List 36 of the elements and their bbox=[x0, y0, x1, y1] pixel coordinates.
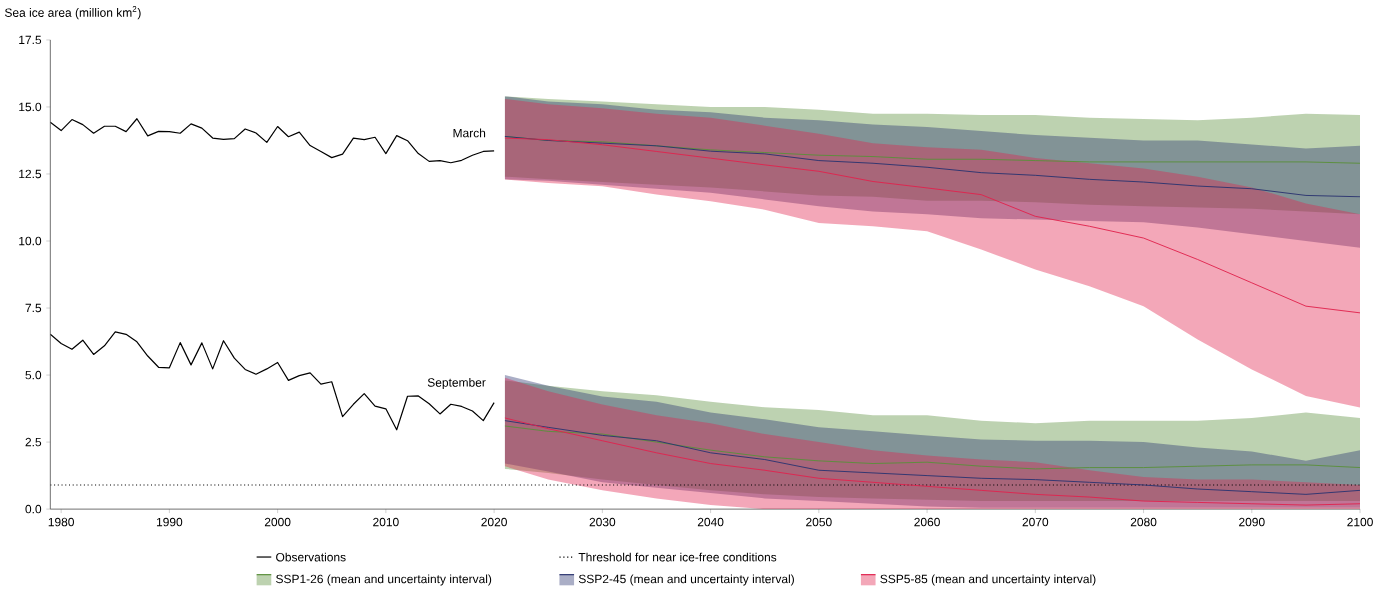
y-tick-label: 5.0 bbox=[25, 370, 42, 380]
y-tick-label: 0.0 bbox=[25, 504, 42, 514]
legend-label: Threshold for near ice-free conditions bbox=[578, 552, 777, 562]
x-tick-label: 2080 bbox=[1130, 517, 1157, 527]
x-tick-label: 2040 bbox=[697, 517, 724, 527]
annotation: September bbox=[427, 377, 486, 390]
legend-label: SSP1-26 (mean and uncertainty interval) bbox=[276, 574, 492, 586]
line-series bbox=[504, 425, 1361, 470]
x-tick-label: 2020 bbox=[481, 517, 507, 527]
x-tick-label: 2010 bbox=[373, 517, 399, 527]
x-tick-label: 2030 bbox=[589, 517, 616, 527]
y-axis-title: Sea ice area (million km$^{2}$) bbox=[4, 6, 141, 20]
y-tick-label: 17.5 bbox=[19, 35, 42, 45]
line-series bbox=[504, 135, 1361, 198]
x-tick-label: 2050 bbox=[806, 517, 832, 527]
y-tick-label: 10.0 bbox=[19, 236, 42, 246]
y-tick-label: 12.5 bbox=[19, 169, 42, 179]
x-tick-label: 2060 bbox=[914, 517, 940, 527]
line-series bbox=[504, 420, 1361, 495]
y-tick-label: 2.5 bbox=[25, 437, 42, 447]
line-series bbox=[504, 417, 1361, 506]
y-tick-label: 7.5 bbox=[25, 303, 42, 313]
line-series bbox=[50, 331, 495, 431]
x-tick-label: 1980 bbox=[48, 517, 74, 527]
annotation: March bbox=[453, 128, 486, 138]
x-tick-label: 1990 bbox=[156, 517, 183, 527]
x-tick-label: 2000 bbox=[264, 517, 291, 527]
x-tick-label: 2070 bbox=[1022, 517, 1049, 527]
x-tick-label: 2090 bbox=[1239, 517, 1265, 527]
y-tick-label: 15.0 bbox=[19, 102, 42, 112]
line-series bbox=[504, 137, 1361, 314]
legend-label: SSP2-45 (mean and uncertainty interval) bbox=[578, 574, 794, 586]
x-tick-label: 2100 bbox=[1347, 517, 1373, 527]
legend-label: Observations bbox=[276, 552, 346, 562]
legend-label: SSP5-85 (mean and uncertainty interval) bbox=[880, 574, 1096, 586]
line-series bbox=[50, 118, 495, 164]
